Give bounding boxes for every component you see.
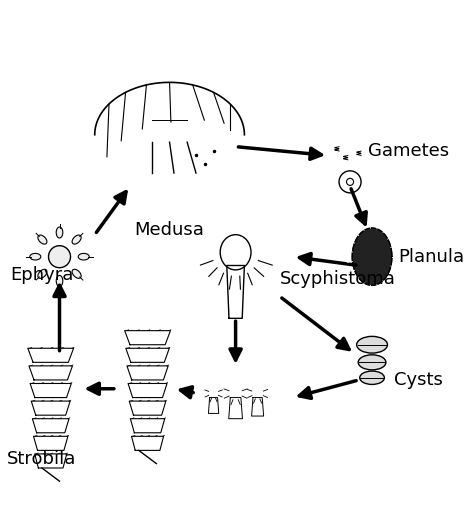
Polygon shape (131, 436, 164, 450)
Ellipse shape (78, 253, 89, 260)
Ellipse shape (38, 235, 47, 244)
Polygon shape (127, 366, 168, 380)
Polygon shape (28, 348, 73, 362)
Ellipse shape (56, 227, 63, 238)
Ellipse shape (358, 355, 386, 370)
Text: Cysts: Cysts (394, 371, 443, 389)
Polygon shape (32, 418, 69, 433)
Polygon shape (35, 454, 67, 468)
Polygon shape (229, 398, 243, 418)
Polygon shape (130, 418, 165, 433)
Text: Ephyra: Ephyra (10, 266, 73, 284)
Ellipse shape (72, 235, 81, 244)
Polygon shape (34, 436, 68, 450)
Ellipse shape (38, 269, 47, 278)
Polygon shape (128, 383, 167, 398)
Polygon shape (129, 401, 166, 415)
Polygon shape (352, 228, 392, 285)
Text: Scyphistoma: Scyphistoma (280, 270, 395, 288)
Ellipse shape (220, 235, 251, 270)
Ellipse shape (72, 269, 81, 278)
Polygon shape (209, 398, 219, 414)
Polygon shape (252, 398, 264, 416)
Polygon shape (95, 82, 245, 135)
Text: Planula: Planula (399, 247, 465, 266)
Ellipse shape (360, 371, 384, 384)
Ellipse shape (356, 336, 387, 353)
Polygon shape (31, 401, 70, 415)
Ellipse shape (56, 276, 63, 286)
Polygon shape (227, 266, 245, 318)
Text: Gametes: Gametes (368, 142, 449, 160)
Polygon shape (125, 331, 171, 345)
Text: Strobila: Strobila (7, 450, 77, 468)
Polygon shape (30, 383, 71, 398)
Polygon shape (29, 366, 73, 380)
Ellipse shape (30, 253, 41, 260)
Circle shape (48, 246, 71, 268)
Polygon shape (126, 348, 169, 362)
Text: Medusa: Medusa (135, 221, 204, 239)
